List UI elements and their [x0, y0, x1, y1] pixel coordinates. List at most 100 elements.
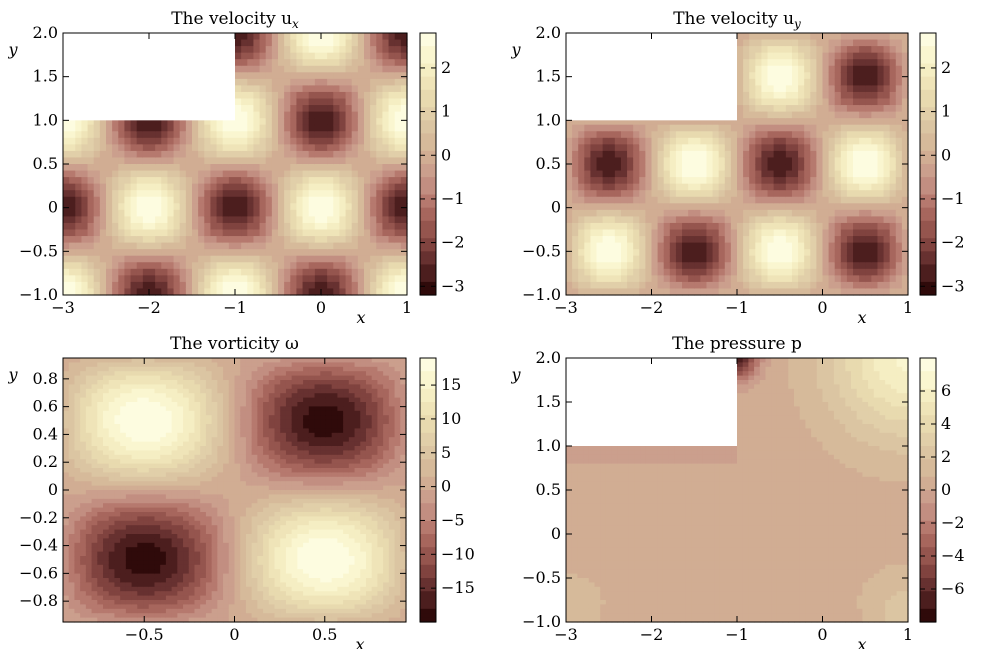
heatmap-cell [271, 196, 279, 204]
heatmap-cell [321, 183, 328, 191]
heatmap-cell [284, 118, 291, 126]
heatmap-cell [584, 281, 592, 290]
heatmap-cell [339, 157, 347, 165]
heatmap-cell [247, 59, 255, 67]
heatmap-cell [85, 463, 93, 469]
heatmap-cell [327, 118, 334, 126]
heatmap-cell [80, 551, 87, 557]
heatmap-cell [173, 242, 181, 250]
heatmap-cell [694, 268, 701, 276]
heatmap-cell [259, 157, 267, 165]
heatmap-cell [136, 249, 144, 257]
heatmap-cell [828, 111, 836, 119]
heatmap-cell [712, 131, 720, 139]
heatmap-cell [376, 98, 384, 106]
heatmap-cell [712, 190, 720, 198]
y-tick-label: 0.5 [33, 154, 58, 173]
heatmap-cell [700, 262, 708, 270]
heatmap-cell [400, 196, 408, 204]
heatmap-cell [228, 262, 236, 270]
heatmap-cell [846, 249, 854, 257]
heatmap-cell [663, 229, 671, 237]
heatmap-cell [351, 170, 359, 178]
heatmap-cell [761, 111, 769, 119]
heatmap-cell [602, 288, 610, 296]
heatmap-cell [314, 78, 322, 86]
heatmap-cell [889, 124, 897, 132]
heatmap-cell [130, 170, 138, 178]
heatmap-cell [755, 137, 763, 145]
heatmap-cell [651, 183, 659, 191]
heatmap-cell [816, 262, 824, 270]
heatmap-cell [682, 164, 689, 172]
heatmap-cell [853, 170, 860, 178]
heatmap-cell [730, 216, 738, 224]
heatmap-cell [364, 203, 371, 211]
heatmap-cell [669, 124, 677, 132]
heatmap-cell [694, 275, 701, 283]
heatmap-cell [400, 78, 408, 86]
heatmap-cell [682, 144, 689, 152]
heatmap-cell [87, 150, 95, 159]
heatmap-cell [241, 98, 248, 106]
heatmap-cell [566, 288, 573, 296]
heatmap-cell [376, 203, 384, 211]
heatmap-cell [271, 255, 279, 263]
colorbar-band [920, 33, 936, 38]
heatmap-cell [798, 91, 805, 100]
heatmap-cell [730, 150, 738, 159]
heatmap-cell [883, 91, 891, 100]
heatmap-cell [730, 249, 738, 257]
heatmap-cell [167, 203, 175, 211]
heatmap-cell [278, 216, 285, 224]
heatmap-cell [74, 393, 81, 399]
heatmap-cell [376, 111, 384, 119]
heatmap-cell [773, 52, 781, 60]
heatmap-cell [651, 131, 659, 139]
heatmap-cell [785, 85, 793, 93]
heatmap-cell [167, 124, 175, 132]
heatmap-cell [376, 105, 384, 113]
colorbar-band [420, 33, 436, 38]
heatmap-cell [865, 131, 872, 139]
heatmap-cell [290, 52, 298, 60]
heatmap-cell [63, 547, 70, 553]
heatmap-cell [400, 209, 408, 217]
heatmap-cell [749, 85, 756, 93]
heatmap-cell [259, 137, 267, 145]
heatmap-cell [314, 85, 322, 93]
heatmap-cell [321, 209, 328, 217]
heatmap-cell [798, 157, 805, 165]
heatmap-cell [810, 209, 817, 217]
heatmap-cell [87, 137, 95, 145]
heatmap-cell [370, 85, 377, 93]
heatmap-cell [87, 170, 95, 178]
heatmap-cell [321, 144, 328, 152]
heatmap-cell [85, 415, 93, 421]
heatmap-cell [798, 229, 805, 237]
heatmap-cell [118, 118, 126, 126]
heatmap-cell [173, 164, 181, 172]
heatmap-cell [106, 216, 113, 224]
heatmap-cell [339, 268, 347, 276]
heatmap-cell [791, 177, 799, 185]
heatmap-cell [901, 91, 909, 100]
heatmap-cell [68, 512, 76, 517]
heatmap-cell [901, 268, 909, 276]
heatmap-cell [80, 512, 87, 517]
heatmap-cell [602, 249, 610, 257]
heatmap-cell [645, 183, 653, 191]
heatmap-cell [235, 262, 242, 270]
heatmap-cell [142, 137, 150, 145]
heatmap-cell [161, 137, 169, 145]
heatmap-cell [216, 144, 224, 152]
heatmap-cell [620, 118, 628, 126]
heatmap-cell [773, 150, 781, 159]
heatmap-cell [357, 157, 365, 165]
heatmap-cell [724, 216, 732, 224]
heatmap-cell [620, 209, 628, 217]
heatmap-cell [63, 216, 70, 224]
heatmap-cell [192, 268, 199, 276]
heatmap-cell [859, 222, 866, 231]
heatmap-cell [816, 65, 824, 73]
